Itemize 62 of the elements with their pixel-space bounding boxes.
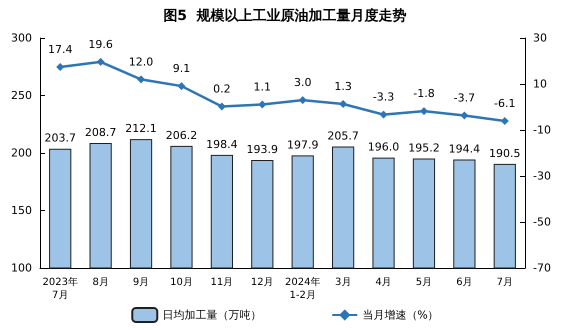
x-tick-label: 8月: [92, 277, 109, 288]
x-tick-label: 2024年 1-2月: [284, 276, 320, 301]
legend-label: 当月增速（%）: [362, 308, 439, 322]
x-tick-label: 3月: [334, 277, 352, 288]
y-tick-label: 250: [11, 89, 32, 102]
point: [218, 102, 226, 111]
data-label: 1.1: [254, 80, 272, 94]
data-label: 198.4: [206, 138, 238, 151]
data-label: 3.0: [294, 76, 312, 90]
y2-tick-label: -30: [533, 170, 551, 182]
data-label: 17.4: [48, 42, 72, 56]
data-label: 208.7: [84, 126, 116, 139]
point: [258, 100, 266, 108]
y2-tick-label: 10: [533, 78, 547, 90]
data-label: 9.1: [172, 62, 190, 76]
data-label: 206.2: [166, 128, 198, 142]
y-tick-label: 150: [11, 204, 32, 217]
data-label: 193.9: [246, 143, 278, 156]
point: [298, 96, 307, 104]
data-label: 0.2: [213, 82, 231, 96]
data-label: 212.1: [125, 122, 157, 136]
x-tick-label: 11月: [210, 277, 234, 288]
point: [56, 62, 64, 71]
y-tick-label: 300: [11, 32, 32, 44]
x-tick-label: 6月: [456, 277, 473, 288]
data-label: 197.9: [286, 138, 318, 152]
y2-tick-label: 30: [533, 32, 547, 44]
data-label: 1.3: [334, 80, 352, 94]
chart-title: 图5 规模以上工业原油加工量月度走势: [163, 7, 407, 24]
x-tick-label: 10月: [170, 277, 193, 288]
data-label: 203.7: [44, 132, 76, 145]
y2-tick-label: -50: [533, 216, 551, 228]
data-label: 196.0: [368, 140, 400, 154]
data-label: 190.5: [489, 146, 521, 160]
point: [177, 82, 186, 90]
point: [137, 75, 146, 84]
data-label: -6.1: [494, 97, 516, 110]
point: [460, 112, 468, 120]
x-tick-label: 2023年 7月: [42, 276, 78, 301]
x-tick-label: 4月: [375, 277, 392, 288]
x-tick-label: 5月: [416, 277, 432, 288]
data-label: 194.4: [448, 142, 480, 156]
point: [420, 107, 428, 116]
y-tick-label: 100: [11, 262, 32, 274]
x-tick-label: 12月: [250, 277, 274, 288]
data-label: 12.0: [128, 55, 154, 68]
point: [500, 117, 509, 126]
point: [339, 100, 348, 108]
data-label: 195.2: [408, 142, 440, 155]
x-tick-label: 9月: [132, 277, 150, 288]
data-label: -3.7: [454, 92, 476, 105]
point: [96, 58, 105, 66]
data-label: 205.7: [327, 129, 359, 142]
x-tick-label: 7月: [496, 277, 513, 288]
y2-tick-label: -10: [533, 124, 551, 136]
data-label: -3.3: [372, 90, 394, 104]
legend-label: 日均加工量（万吨）: [162, 308, 262, 322]
y2-tick-label: -70: [533, 262, 551, 274]
data-label: -1.8: [413, 87, 435, 100]
point: [380, 110, 388, 119]
y-tick-label: 200: [11, 146, 32, 160]
data-label: 19.6: [88, 38, 113, 51]
